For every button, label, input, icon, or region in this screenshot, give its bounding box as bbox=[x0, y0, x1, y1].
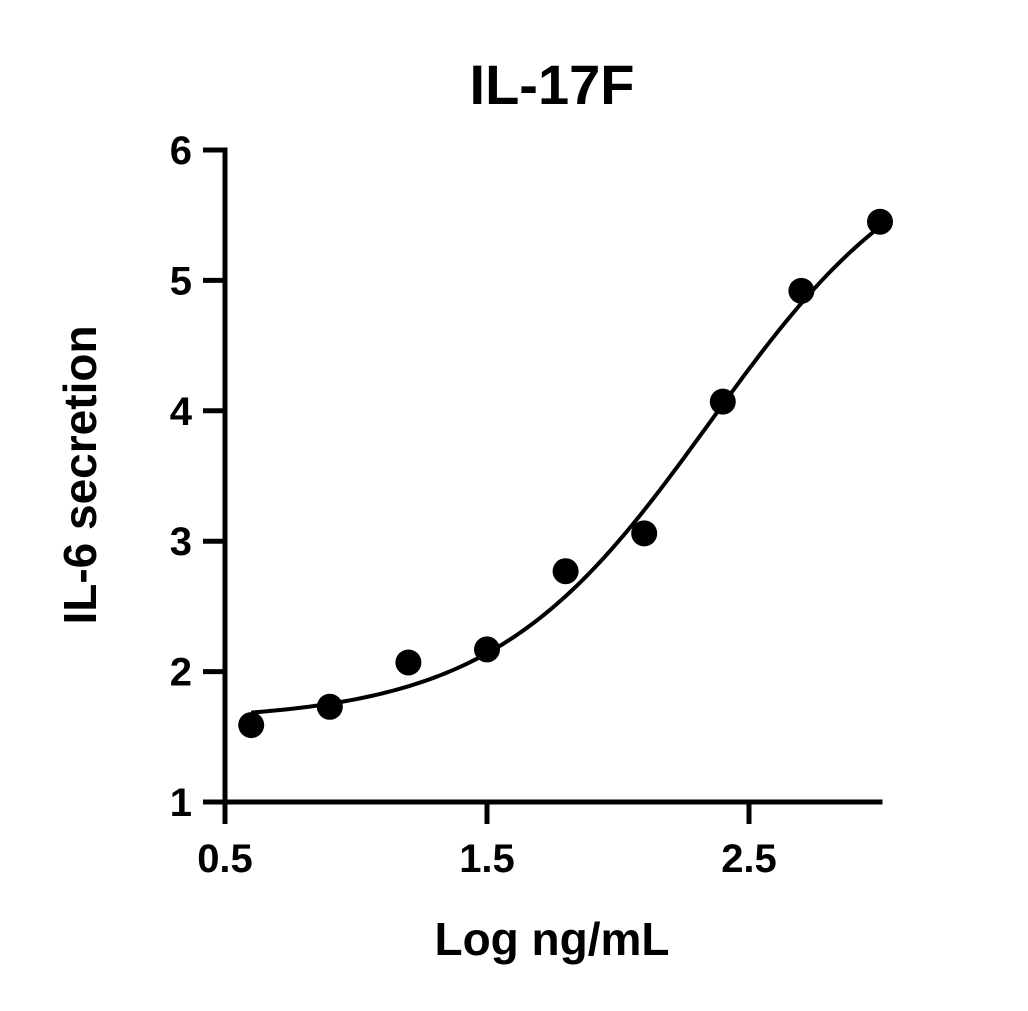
data-point bbox=[631, 520, 658, 547]
data-point bbox=[867, 208, 893, 235]
data-point bbox=[316, 693, 343, 720]
y-tick-label: 2 bbox=[170, 651, 192, 695]
x-tick-label: 0.5 bbox=[197, 837, 253, 881]
y-axis-label: IL-6 secretion bbox=[54, 325, 106, 624]
data-point bbox=[238, 712, 265, 739]
data-points bbox=[238, 208, 893, 739]
data-point bbox=[395, 649, 422, 676]
y-tick-label: 6 bbox=[170, 129, 192, 173]
y-tick-label: 5 bbox=[170, 259, 192, 303]
x-tick-label: 2.5 bbox=[721, 837, 777, 881]
data-point bbox=[552, 558, 579, 585]
chart-title: IL-17F bbox=[470, 53, 635, 116]
data-point bbox=[788, 277, 815, 304]
x-tick-label: 1.5 bbox=[459, 837, 515, 881]
data-point bbox=[709, 388, 736, 415]
y-tick-label: 1 bbox=[170, 781, 192, 825]
x-axis-label: Log ng/mL bbox=[434, 913, 669, 965]
data-point bbox=[474, 636, 500, 663]
y-axis-ticks: 1 2 3 4 5 6 bbox=[170, 129, 225, 825]
fit-curve bbox=[251, 225, 882, 715]
y-tick-label: 4 bbox=[170, 390, 193, 434]
x-axis-ticks: 0.5 1.5 2.5 bbox=[197, 802, 777, 881]
y-tick-label: 3 bbox=[170, 520, 192, 564]
